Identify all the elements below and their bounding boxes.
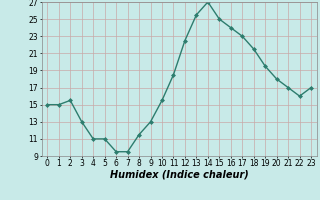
X-axis label: Humidex (Indice chaleur): Humidex (Indice chaleur): [110, 170, 249, 180]
